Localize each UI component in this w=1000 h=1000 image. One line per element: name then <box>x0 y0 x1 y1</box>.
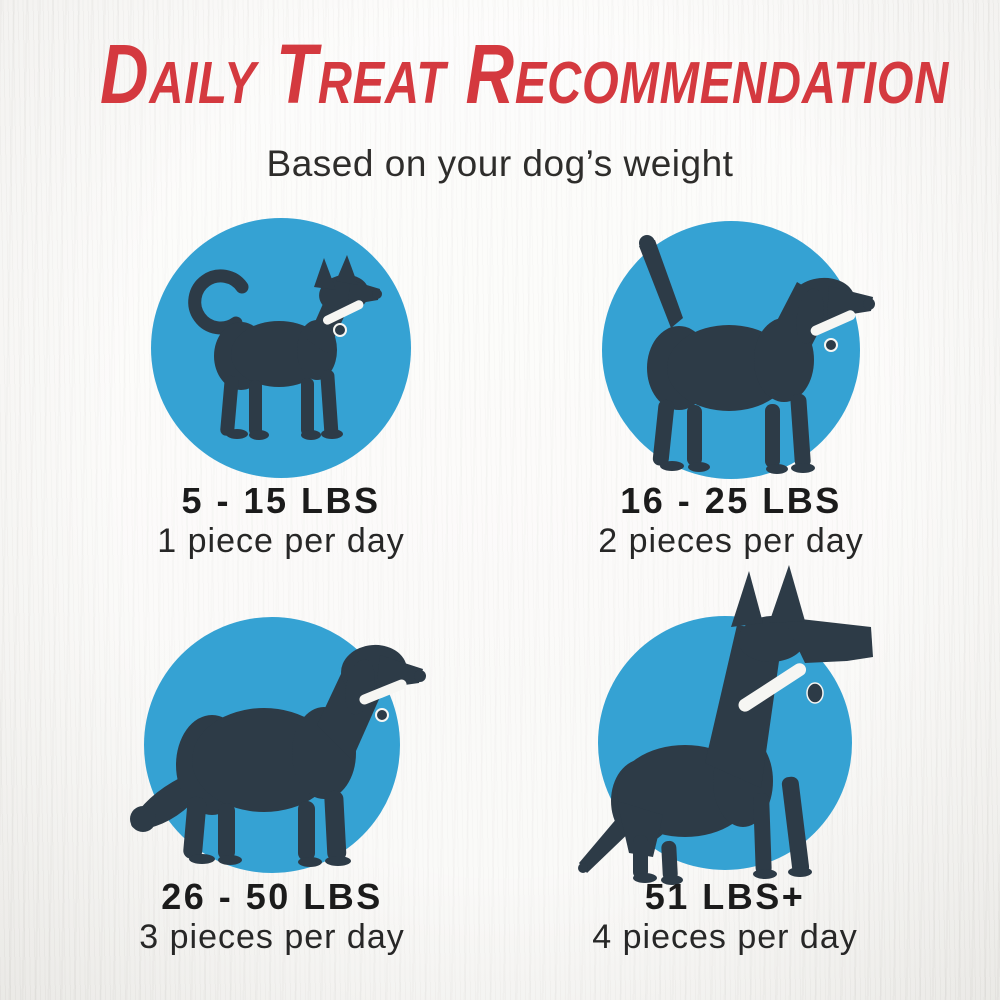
serving-label: 2 pieces per day <box>598 521 864 560</box>
medium-dog-icon <box>602 221 875 479</box>
large-fluffy-dog-icon <box>130 617 426 873</box>
extra-large-dog-art <box>565 563 885 903</box>
weight-range-label: 26 - 50 LBS <box>161 876 383 917</box>
dog-collar <box>359 679 407 705</box>
recommendation-2: 16 - 25 LBS 2 pieces per day <box>531 482 931 559</box>
collar-tag <box>333 323 347 337</box>
recommendation-3: 26 - 50 LBS 3 pieces per day <box>72 878 472 955</box>
recommendation-1: 5 - 15 LBS 1 piece per day <box>81 482 481 559</box>
weight-range-label: 16 - 25 LBS <box>620 480 842 521</box>
extra-large-dog-silhouette <box>578 565 873 885</box>
medium-dog-art <box>571 190 891 510</box>
weight-range-label: 5 - 15 LBS <box>181 480 381 521</box>
weight-range-label: 51 LBS+ <box>644 876 806 917</box>
collar-tag <box>375 708 389 722</box>
page-subtitle: Based on your dog’s weight <box>266 143 734 184</box>
small-dog-art <box>121 188 441 508</box>
small-dog-icon <box>151 218 411 478</box>
serving-label: 1 piece per day <box>157 521 405 560</box>
serving-label: 4 pieces per day <box>592 917 858 956</box>
collar-tag <box>806 682 824 704</box>
large-dog-art <box>112 585 432 905</box>
page-title: Daily Treat Recommendation <box>100 27 950 121</box>
dog-collar <box>322 300 364 325</box>
dog-collar <box>738 663 807 712</box>
extra-large-dog-icon <box>578 565 873 885</box>
serving-label: 3 pieces per day <box>139 917 405 956</box>
recommendation-4: 51 LBS+ 4 pieces per day <box>525 878 925 955</box>
dog-collar <box>810 310 856 336</box>
collar-tag <box>824 338 838 352</box>
medium-dog-silhouette <box>639 235 875 474</box>
